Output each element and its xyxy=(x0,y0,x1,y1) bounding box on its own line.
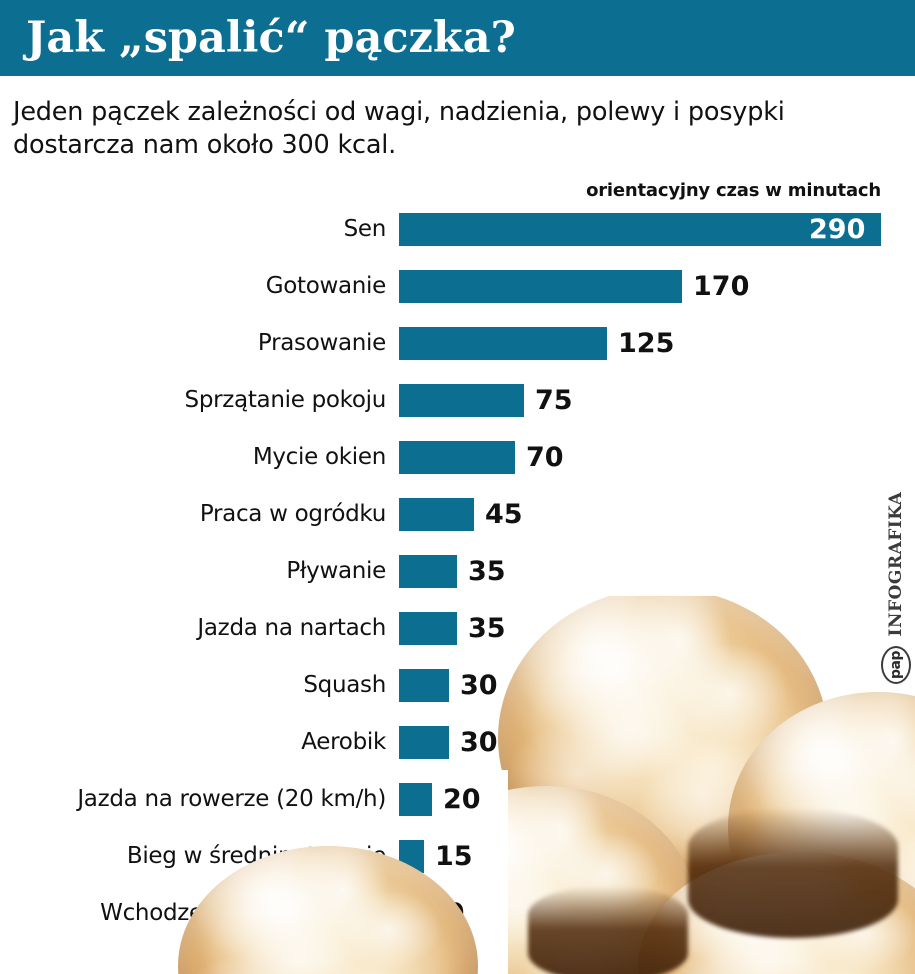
bar xyxy=(399,270,682,303)
bar-chart-row: Squash 30 xyxy=(0,669,915,726)
bar-chart-row: Gotowanie 170 xyxy=(0,270,915,327)
bar-chart-row: Sprzątanie pokoju 75 xyxy=(0,384,915,441)
bar xyxy=(399,726,449,759)
bar-chart-row: Aerobik 30 xyxy=(0,726,915,783)
bar-chart-row: Prasowanie 125 xyxy=(0,327,915,384)
bar xyxy=(399,669,449,702)
bar-value-label: 45 xyxy=(485,499,523,530)
page-title: Jak „spalić“ pączka? xyxy=(26,13,516,63)
bar-value-label: 30 xyxy=(460,670,498,701)
pap-logo-label: pap xyxy=(888,651,904,679)
bar xyxy=(399,498,474,531)
bar xyxy=(399,783,432,816)
credit-block: INFOGRAFIKA pap xyxy=(877,484,911,690)
bar-chart: orientacyjny czas w minutach Sen 290 Gotow… xyxy=(0,180,915,970)
doughnuts-photo xyxy=(168,596,915,974)
bar-value-label: 30 xyxy=(460,727,498,758)
header-bar xyxy=(0,0,915,76)
bar xyxy=(399,327,607,360)
bar-value-label: 20 xyxy=(443,784,481,815)
pap-logo-icon: pap xyxy=(881,646,911,684)
bar xyxy=(399,213,881,246)
bar xyxy=(399,612,457,645)
bar-chart-row: Mycie okien 70 xyxy=(0,441,915,498)
bar-category-label: Squash xyxy=(303,672,386,698)
subtitle-text: Jeden pączek zależności od wagi, nadzien… xyxy=(13,97,785,160)
bar-category-label: Mycie okien xyxy=(252,444,386,470)
bar-category-label: Jazda na nartach xyxy=(197,615,386,641)
bar-value-label: 170 xyxy=(693,271,750,302)
header-divider xyxy=(0,76,915,78)
chart-axis-caption: orientacyjny czas w minutach xyxy=(586,180,881,201)
bar-value-label: 75 xyxy=(535,385,573,416)
bar-category-label: Pływanie xyxy=(286,558,386,584)
bar-chart-row: Sen 290 xyxy=(0,213,915,270)
bar-chart-row: Jazda na rowerze (20 km/h) 20 xyxy=(0,783,915,840)
doughnut-shadow xyxy=(528,886,688,974)
bar-value-label: 35 xyxy=(468,556,506,587)
bar-category-label: Sen xyxy=(343,216,387,242)
bar-chart-row: Praca w ogródku 45 xyxy=(0,498,915,555)
bar-category-label: Jazda na rowerze (20 km/h) xyxy=(77,786,386,812)
doughnut-shadow xyxy=(688,808,898,938)
bar-category-label: Gotowanie xyxy=(265,273,387,299)
bar-value-label: 35 xyxy=(468,613,506,644)
bar-chart-row: Jazda na nartach 35 xyxy=(0,612,915,669)
bar-chart-row: Pływanie 35 xyxy=(0,555,915,612)
bar-chart-rows: Sen 290 Gotowanie 170 Prasowanie 125 Sprzątani… xyxy=(0,213,915,954)
bar-value-label: 125 xyxy=(618,328,675,359)
bar-category-label: Aerobik xyxy=(301,729,386,755)
infografika-label: INFOGRAFIKA xyxy=(886,491,906,637)
bar-value-label: 15 xyxy=(435,841,473,872)
bar-category-label: Praca w ogródku xyxy=(199,501,386,527)
bar-value-label: 70 xyxy=(526,442,564,473)
bar xyxy=(399,384,524,417)
bar-value-label: 290 xyxy=(809,214,866,245)
photo-top-fade xyxy=(168,596,915,636)
bar xyxy=(399,441,515,474)
bar xyxy=(399,555,457,588)
bar-category-label: Prasowanie xyxy=(257,330,386,356)
bar-category-label: Sprzątanie pokoju xyxy=(184,387,387,413)
